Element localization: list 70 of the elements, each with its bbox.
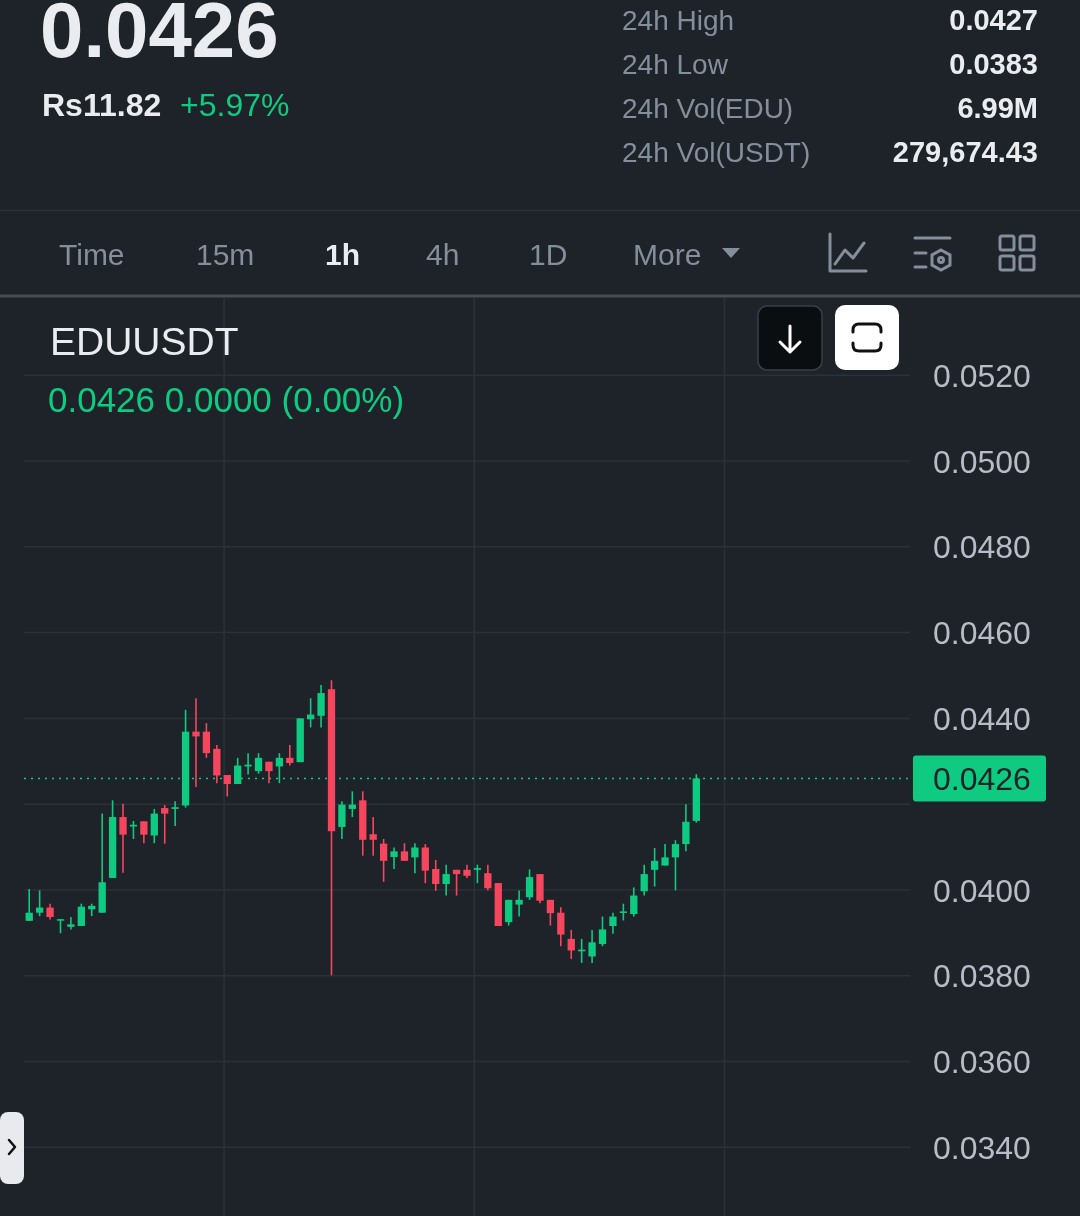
- text: 0.0427: [949, 4, 1038, 36]
- candlestick: [254, 752, 263, 775]
- candlestick: [35, 889, 44, 917]
- candlestick: [525, 868, 534, 901]
- candlestick: [432, 859, 440, 892]
- y-tick-label: 0.0340: [933, 1129, 1031, 1166]
- candlestick: [473, 863, 482, 884]
- text: Time: [59, 238, 125, 271]
- text: 4h: [426, 238, 460, 271]
- candlestick: [150, 808, 158, 845]
- candlestick: [421, 843, 429, 884]
- candlestick: [338, 800, 346, 840]
- candlestick: [161, 804, 169, 845]
- candlestick: [140, 820, 148, 845]
- candlestick: [546, 899, 555, 927]
- text: +5.97%: [180, 87, 290, 123]
- candlestick: [515, 889, 523, 918]
- candlestick: [379, 838, 388, 883]
- y-tick-label: 0.0520: [933, 357, 1031, 394]
- candlestick: [223, 774, 231, 798]
- candlestick: [369, 816, 377, 857]
- y-tick-label: 0.0380: [933, 958, 1031, 995]
- text: 15m: [196, 238, 255, 271]
- candlestick: [630, 886, 638, 918]
- text: More: [633, 238, 702, 271]
- candlestick: [452, 869, 461, 897]
- candlestick: [286, 744, 294, 767]
- candlestick: [650, 847, 659, 888]
- candlestick: [484, 863, 492, 892]
- candlestick: [171, 800, 179, 827]
- text: 24h Vol(EDU): [622, 93, 794, 124]
- candlestick: [661, 843, 669, 867]
- ref-line-label: 0.0426: [933, 760, 1031, 797]
- text: 24h Low: [622, 49, 729, 80]
- candlestick: [682, 803, 690, 853]
- candlestick: [411, 842, 419, 875]
- text: 0.0383: [949, 48, 1038, 80]
- text: 6.99M: [957, 92, 1038, 124]
- text: 0.0426: [40, 0, 279, 74]
- candlestick: [317, 684, 325, 729]
- candlestick: [25, 888, 33, 922]
- candlestick: [598, 915, 607, 947]
- candlestick: [671, 839, 680, 892]
- text: Rs11.82: [42, 87, 162, 123]
- candlestick: [67, 916, 75, 931]
- candlestick: [640, 863, 648, 897]
- text: 1D: [529, 238, 568, 271]
- candlestick: [192, 697, 200, 788]
- y-tick-label: 0.0500: [933, 443, 1031, 480]
- text: 0.0426 0.0000 (0.00%): [48, 380, 405, 419]
- y-tick-label: 0.0460: [933, 615, 1031, 652]
- candlestick: [202, 722, 211, 759]
- text: 1h: [325, 238, 361, 271]
- candlestick: [588, 929, 596, 964]
- candlestick: [609, 911, 617, 935]
- candlestick: [505, 899, 513, 927]
- text: 24h High: [622, 5, 735, 36]
- candlestick: [119, 802, 127, 874]
- y-tick-label: 0.0440: [933, 700, 1031, 737]
- candlestick: [557, 906, 565, 947]
- text: 24h Vol(USDT): [622, 137, 811, 168]
- y-tick-label: 0.0360: [933, 1044, 1031, 1081]
- candlestick: [390, 846, 398, 870]
- y-tick-label: 0.0480: [933, 529, 1031, 566]
- text: 279,674.43: [892, 136, 1038, 168]
- candlestick: [567, 929, 575, 960]
- text: EDUUSDT: [50, 320, 239, 363]
- candlestick: [442, 863, 450, 897]
- y-tick-label: 0.0400: [933, 872, 1031, 909]
- candlestick: [348, 790, 356, 818]
